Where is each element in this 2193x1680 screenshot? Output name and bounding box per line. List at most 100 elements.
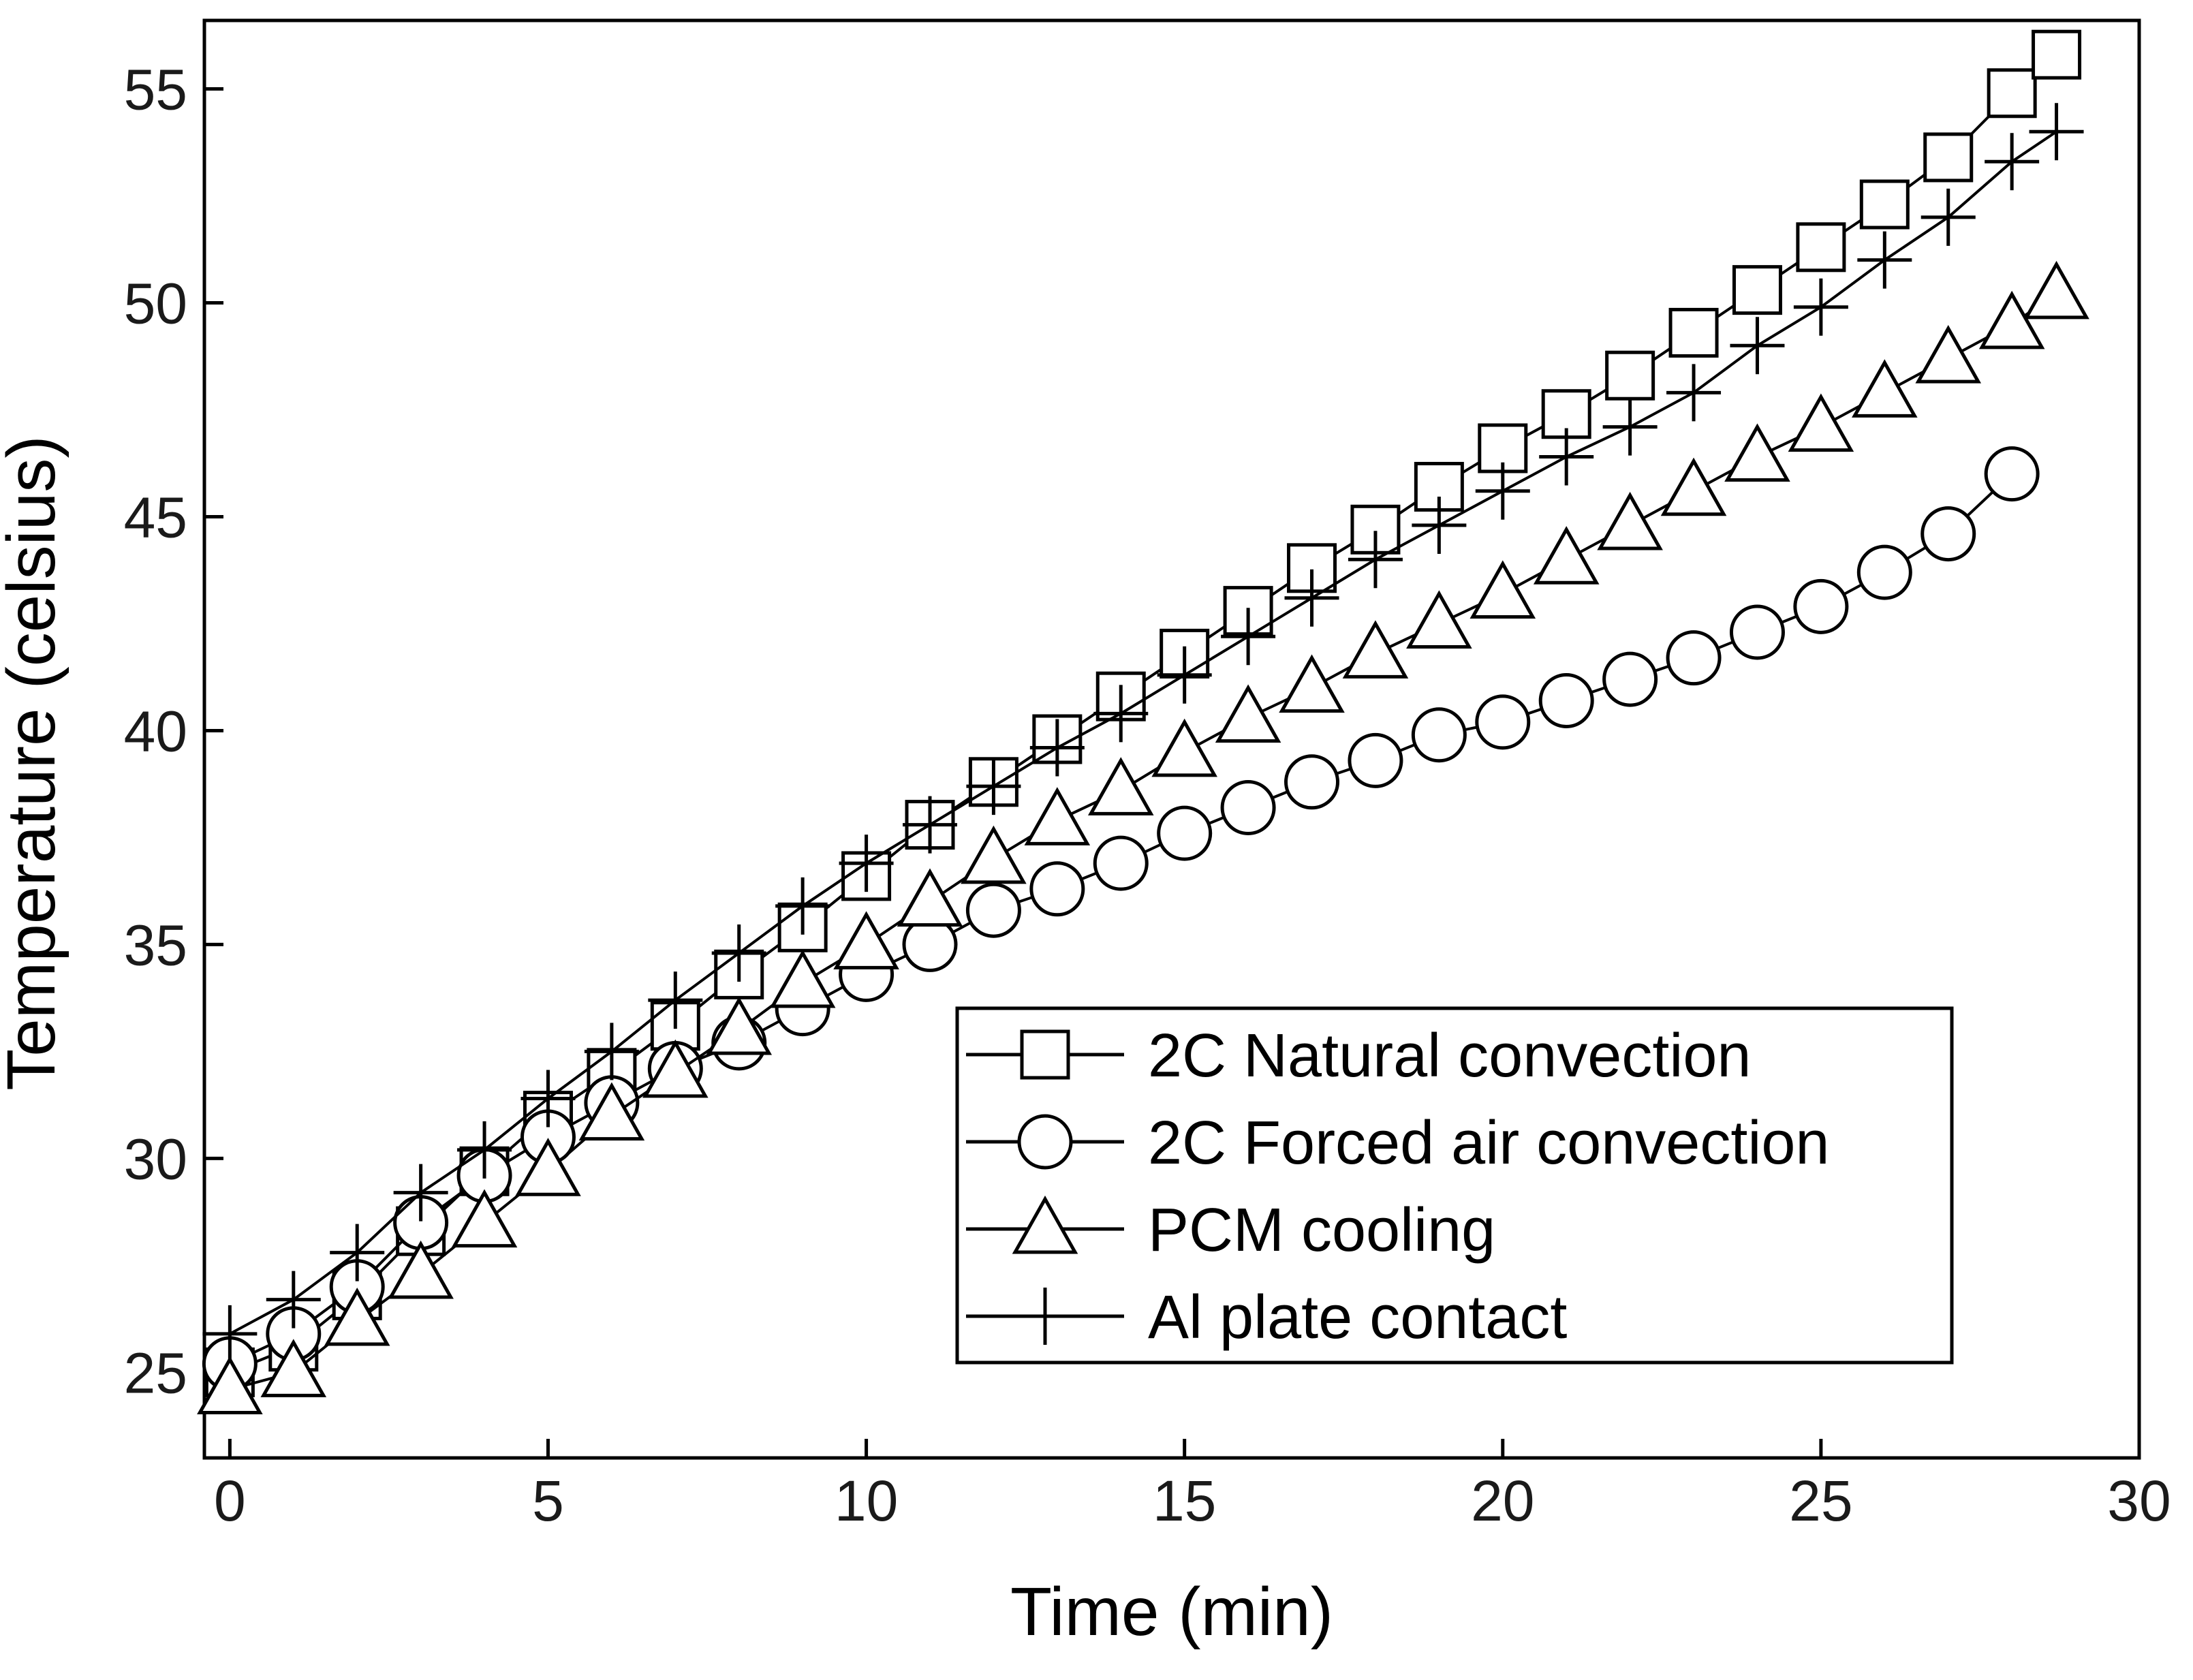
x-tick-label: 0	[214, 1469, 246, 1533]
data-point-square	[1796, 222, 1846, 273]
legend-marker-triangle	[1012, 1195, 1078, 1254]
data-point-circle	[1475, 694, 1531, 750]
data-point-circle	[1284, 754, 1340, 810]
data-point-plus	[839, 835, 894, 892]
data-point-triangle	[324, 1287, 390, 1346]
data-point-plus	[966, 758, 1021, 815]
data-point-triangle	[1660, 457, 1727, 516]
data-point-circle	[1920, 506, 1976, 562]
data-point-plus	[648, 971, 703, 1029]
data-point-triangle	[1279, 654, 1345, 713]
data-point-triangle	[1978, 290, 2045, 349]
data-point-square	[1732, 265, 1782, 315]
y-axis-title: Temperature (celsius)	[0, 435, 69, 1090]
data-point-square	[1923, 132, 1974, 183]
data-point-circle	[1856, 544, 1912, 600]
data-point-triangle	[578, 1082, 645, 1141]
data-point-triangle	[1788, 393, 1854, 452]
data-point-circle	[965, 882, 1021, 938]
legend-marker-square	[1020, 1029, 1070, 1080]
data-point-circle	[1411, 707, 1467, 763]
data-point-circle	[1729, 604, 1785, 660]
data-point-circle	[1348, 732, 1403, 788]
data-point-circle	[1157, 805, 1213, 861]
data-point-plus	[775, 877, 830, 935]
legend-label: 2C Natural convection	[1148, 1022, 1751, 1090]
data-point-plus	[1284, 569, 1339, 627]
data-point-triangle	[1724, 423, 1790, 482]
data-point-plus	[202, 1305, 258, 1363]
data-point-square	[1605, 350, 1655, 401]
data-point-plus	[1029, 719, 1085, 777]
series-triangle	[197, 260, 2089, 1415]
plot-frame	[202, 18, 2141, 1460]
data-point-plus	[903, 796, 957, 854]
legend-label: PCM cooling	[1148, 1196, 1495, 1264]
data-point-plus	[1602, 398, 1658, 456]
legend-marker-circle	[1017, 1114, 1073, 1170]
x-tick-label: 25	[1789, 1469, 1852, 1533]
legend-box	[955, 1006, 1954, 1365]
data-point-plus	[266, 1271, 321, 1328]
data-point-triangle	[1151, 718, 1217, 777]
data-point-triangle	[1087, 757, 1154, 815]
data-point-circle	[1538, 672, 1594, 728]
data-point-circle	[1984, 446, 2040, 502]
data-point-plus	[584, 1023, 639, 1080]
x-axis-ticks: 0 5 10 15 20 25 30	[214, 1439, 2171, 1533]
legend-label: Al plate contact	[1148, 1284, 1567, 1352]
y-tick-label: 35	[124, 913, 187, 977]
data-point-plus	[1539, 428, 1594, 486]
data-point-triangle	[897, 868, 963, 927]
data-point-square	[1987, 68, 2037, 119]
data-point-triangle	[642, 1039, 709, 1098]
series-layer	[197, 29, 2089, 1415]
y-tick-label: 55	[124, 57, 187, 121]
data-point-triangle	[833, 911, 899, 969]
data-point-plus	[1093, 685, 1149, 743]
x-axis-title: Time (min)	[1010, 1574, 1333, 1650]
data-point-triangle	[2023, 260, 2089, 320]
data-point-circle	[1093, 835, 1149, 891]
legend: 2C Natural convection 2C Forced air conve…	[955, 1006, 1954, 1365]
x-tick-label: 30	[2107, 1469, 2171, 1533]
data-point-triangle	[1406, 590, 1472, 649]
data-point-triangle	[1024, 787, 1091, 845]
y-tick-label: 25	[124, 1341, 187, 1405]
data-point-plus	[393, 1164, 448, 1222]
data-point-plus	[457, 1121, 512, 1179]
y-axis-ticks: 25 30 35 40 45 50 55	[124, 57, 223, 1405]
data-point-triangle	[515, 1138, 581, 1196]
y-tick-label: 40	[124, 699, 187, 763]
data-point-circle	[1602, 651, 1658, 707]
data-point-triangle	[961, 825, 1027, 884]
data-point-plus	[711, 924, 766, 982]
data-point-plus	[2029, 103, 2084, 161]
data-point-plus	[1857, 231, 1912, 289]
x-tick-label: 10	[835, 1469, 898, 1533]
series-line	[229, 130, 2057, 1335]
x-tick-label: 15	[1153, 1469, 1216, 1533]
data-point-triangle	[1915, 325, 1982, 384]
data-point-plus	[1221, 608, 1276, 666]
data-point-plus	[1157, 646, 1212, 704]
data-point-plus	[1348, 531, 1403, 589]
data-point-plus	[1412, 497, 1467, 555]
data-point-triangle	[260, 1339, 327, 1397]
data-point-triangle	[1469, 560, 1536, 619]
data-point-triangle	[1852, 359, 1918, 418]
data-point-plus	[330, 1224, 385, 1281]
data-point-plus	[1666, 364, 1722, 422]
data-point-triangle	[1215, 684, 1281, 743]
data-point-triangle	[1342, 620, 1409, 679]
data-point-plus	[1920, 188, 1976, 246]
data-point-plus	[520, 1070, 576, 1127]
y-tick-label: 50	[124, 271, 187, 335]
data-point-plus	[1793, 278, 1848, 336]
data-point-square	[1668, 307, 1719, 358]
data-point-circle	[1029, 861, 1085, 917]
data-point-triangle	[197, 1356, 263, 1415]
data-point-plus	[1475, 462, 1530, 520]
